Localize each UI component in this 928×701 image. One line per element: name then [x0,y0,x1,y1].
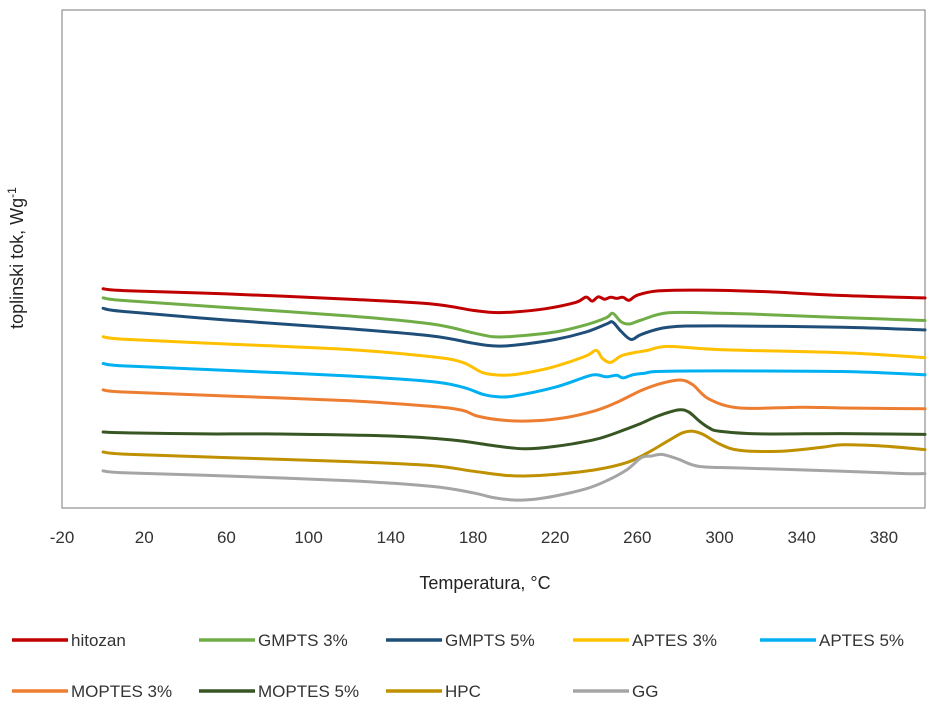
series-line-aptes-3 [101,335,927,377]
y-axis-title-superscript: -1 [5,187,19,198]
legend-label-hitozan: hitozan [71,631,126,650]
x-tick-label: 380 [870,528,898,547]
series-line-gg [101,452,927,502]
series-line-aptes-5 [101,362,927,399]
x-tick-label: 260 [623,528,651,547]
y-axis-title: toplinski tok, Wg-1 [5,187,27,329]
x-tick-labels: -20 20 60 100 140 180 220 260 300 340 380 [50,528,898,547]
x-tick-label: 220 [541,528,569,547]
x-tick-label: -20 [50,528,75,547]
x-tick-label: 300 [705,528,733,547]
series-line-hitozan [101,287,927,315]
x-axis-title: Temperatura, °C [419,573,550,593]
series-line-gmpts-3 [101,296,927,339]
x-tick-label: 60 [217,528,236,547]
series-line-moptes-5 [101,408,927,451]
x-tick-label: 340 [788,528,816,547]
x-tick-label: 140 [377,528,405,547]
y-axis-title-main: toplinski tok, Wg [7,198,27,329]
x-tick-label: 100 [294,528,322,547]
plot-area-frame [61,9,926,509]
legend-label-aptes-5: APTES 5% [819,631,904,650]
legend: hitozan GMPTS 3% GMPTS 5% APTES 3% APTES 5% M… [12,631,904,701]
series-layer [101,287,927,502]
x-tick-label: 20 [135,528,154,547]
x-tick-label: 180 [459,528,487,547]
legend-label-gmpts-5: GMPTS 5% [445,631,535,650]
legend-label-gg: GG [632,682,658,701]
legend-label-hpc: HPC [445,682,481,701]
legend-label-gmpts-3: GMPTS 3% [258,631,348,650]
legend-label-aptes-3: APTES 3% [632,631,717,650]
series-line-gmpts-5 [101,306,927,348]
legend-label-moptes-5: MOPTES 5% [258,682,359,701]
legend-label-moptes-3: MOPTES 3% [71,682,172,701]
series-line-moptes-3 [101,378,927,423]
